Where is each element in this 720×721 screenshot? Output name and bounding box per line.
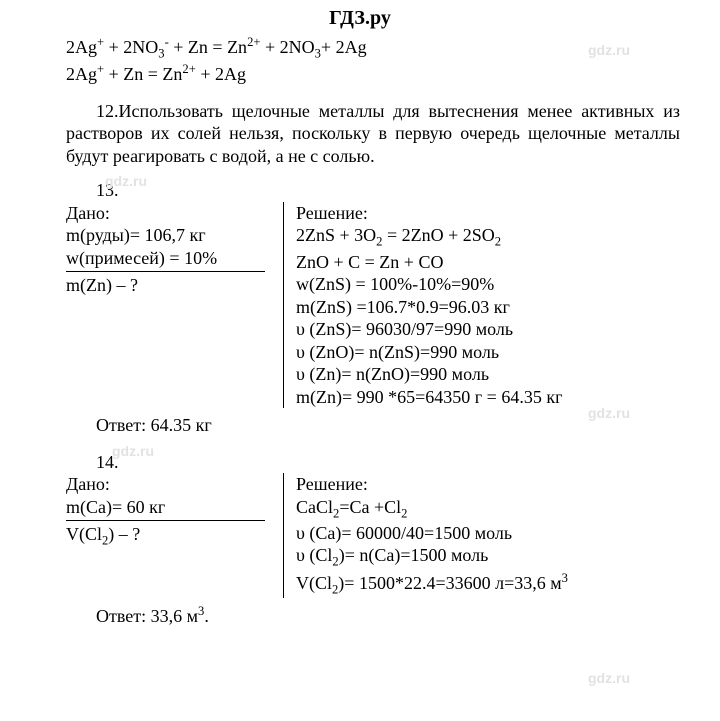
solution-line: V(Cl2)= 1500*22.4=33600 л=33,6 м3	[296, 571, 680, 598]
equation-2: 2Ag+ + Zn = Zn2+ + 2Ag	[66, 62, 680, 86]
given-line: w(примесей) = 10%	[66, 247, 265, 270]
divider-line	[66, 520, 265, 521]
solution-line: 2ZnS + 3O2 = 2ZnO + 2SO2	[296, 224, 680, 250]
paragraph-12: 12.Использовать щелочные металлы для выт…	[66, 100, 680, 168]
solution-line: υ (Ca)= 60000/40=1500 моль	[296, 522, 680, 545]
solution-line: m(Zn)= 990 *65=64350 г = 64.35 кг	[296, 386, 680, 409]
find-line: m(Zn) – ?	[66, 274, 265, 297]
solution-line: υ (ZnS)= 96030/97=990 моль	[296, 318, 680, 341]
problem-13-answer: Ответ: 64.35 кг	[66, 414, 680, 437]
given-line: m(Ca)= 60 кг	[66, 496, 265, 519]
solution-label: Решение:	[296, 202, 680, 225]
problem-14-answer: Ответ: 33,6 м3.	[66, 604, 680, 628]
solution-line: w(ZnS) = 100%-10%=90%	[296, 273, 680, 296]
watermark: gdz.ru	[588, 670, 630, 688]
given-label: Дано:	[66, 202, 265, 225]
equation-1: 2Ag+ + 2NO3- + Zn = Zn2+ + 2NO3+ 2Ag	[66, 35, 680, 62]
problem-13: 13. Дано: m(руды)= 106,7 кг w(примесей) …	[66, 179, 680, 436]
problem-13-solution: Решение: 2ZnS + 3O2 = 2ZnO + 2SO2 ZnO + …	[284, 202, 680, 408]
given-label: Дано:	[66, 473, 265, 496]
problem-14-given: Дано: m(Ca)= 60 кг V(Cl2) – ?	[66, 473, 284, 598]
problem-13-given: Дано: m(руды)= 106,7 кг w(примесей) = 10…	[66, 202, 284, 408]
page-content: 2Ag+ + 2NO3- + Zn = Zn2+ + 2NO3+ 2Ag 2Ag…	[0, 35, 720, 628]
solution-label: Решение:	[296, 473, 680, 496]
problem-13-cols: Дано: m(руды)= 106,7 кг w(примесей) = 10…	[66, 202, 680, 408]
problem-14: 14. Дано: m(Ca)= 60 кг V(Cl2) – ? Решени…	[66, 451, 680, 628]
problem-14-number: 14.	[66, 451, 680, 474]
solution-line: υ (Zn)= n(ZnO)=990 моль	[296, 363, 680, 386]
spacer	[66, 549, 265, 597]
divider-line	[66, 271, 265, 272]
equations-block: 2Ag+ + 2NO3- + Zn = Zn2+ + 2NO3+ 2Ag 2Ag…	[66, 35, 680, 86]
solution-line: υ (Cl2)= n(Ca)=1500 моль	[296, 544, 680, 570]
given-line: m(руды)= 106,7 кг	[66, 224, 265, 247]
solution-line: CaCl2=Ca +Cl2	[296, 496, 680, 522]
problem-14-solution: Решение: CaCl2=Ca +Cl2 υ (Ca)= 60000/40=…	[284, 473, 680, 598]
solution-line: m(ZnS) =106.7*0.9=96.03 кг	[296, 296, 680, 319]
find-line: V(Cl2) – ?	[66, 523, 265, 549]
solution-line: ZnO + C = Zn + CO	[296, 251, 680, 274]
problem-14-cols: Дано: m(Ca)= 60 кг V(Cl2) – ? Решение: C…	[66, 473, 680, 598]
problem-13-number: 13.	[66, 179, 680, 202]
solution-line: υ (ZnO)= n(ZnS)=990 моль	[296, 341, 680, 364]
page-header: ГДЗ.ру	[0, 0, 720, 35]
